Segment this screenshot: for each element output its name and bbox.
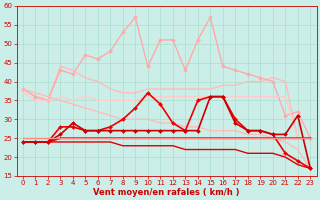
- X-axis label: Vent moyen/en rafales ( km/h ): Vent moyen/en rafales ( km/h ): [93, 188, 240, 197]
